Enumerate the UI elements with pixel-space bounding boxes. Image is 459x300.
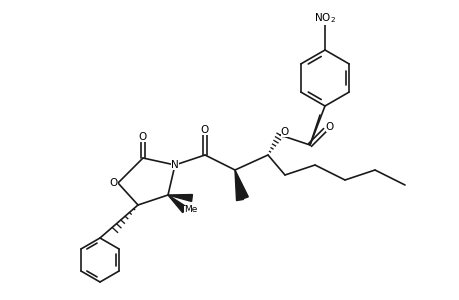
Polygon shape	[235, 170, 243, 201]
Text: Me: Me	[184, 206, 197, 214]
Text: O: O	[280, 127, 289, 137]
Text: N: N	[171, 160, 179, 170]
Polygon shape	[168, 194, 192, 202]
Polygon shape	[235, 170, 248, 199]
Text: O: O	[201, 125, 209, 135]
Text: O: O	[325, 122, 333, 132]
Polygon shape	[168, 195, 187, 213]
Text: NO$_2$: NO$_2$	[313, 11, 335, 25]
Text: O: O	[110, 178, 118, 188]
Text: O: O	[139, 132, 147, 142]
